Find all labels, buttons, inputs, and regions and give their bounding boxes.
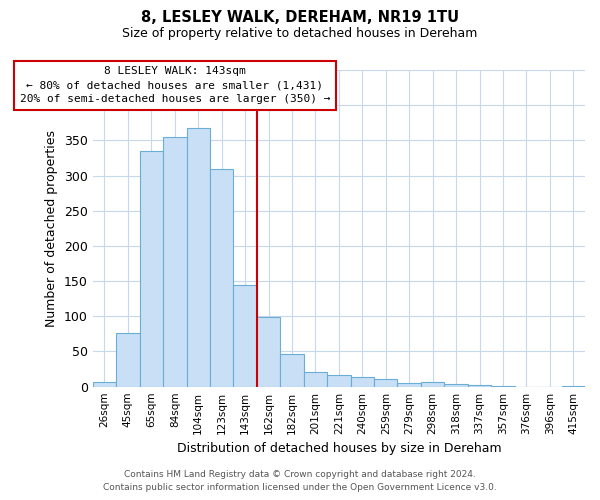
Text: Contains HM Land Registry data © Crown copyright and database right 2024.
Contai: Contains HM Land Registry data © Crown c…: [103, 470, 497, 492]
Bar: [280, 354, 304, 386]
Bar: [257, 317, 280, 386]
Bar: [445, 384, 468, 386]
Bar: [163, 137, 187, 386]
Bar: [233, 286, 257, 386]
Bar: [210, 168, 233, 386]
Bar: [397, 383, 421, 386]
Bar: [93, 382, 116, 386]
Bar: [374, 379, 397, 386]
Text: 8 LESLEY WALK: 143sqm
← 80% of detached houses are smaller (1,431)
20% of semi-d: 8 LESLEY WALK: 143sqm ← 80% of detached …: [20, 66, 330, 104]
Bar: [350, 377, 374, 386]
X-axis label: Distribution of detached houses by size in Dereham: Distribution of detached houses by size …: [176, 442, 501, 455]
Bar: [327, 376, 350, 386]
Bar: [140, 151, 163, 386]
Bar: [116, 333, 140, 386]
Text: Size of property relative to detached houses in Dereham: Size of property relative to detached ho…: [122, 28, 478, 40]
Text: 8, LESLEY WALK, DEREHAM, NR19 1TU: 8, LESLEY WALK, DEREHAM, NR19 1TU: [141, 10, 459, 25]
Y-axis label: Number of detached properties: Number of detached properties: [46, 130, 58, 327]
Bar: [421, 382, 445, 386]
Bar: [187, 128, 210, 386]
Bar: [304, 372, 327, 386]
